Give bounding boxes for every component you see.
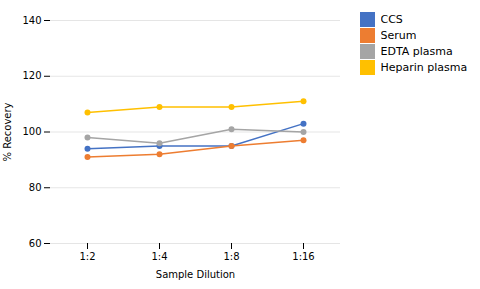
html-text:EDTA plasma: EDTA plasma	[380, 45, 453, 58]
svg-text:1:8: 1:8	[223, 251, 239, 262]
svg-text:100: 100	[22, 126, 41, 137]
html-text:CCS: CCS	[380, 13, 403, 26]
html-text:Heparin plasma: Heparin plasma	[380, 61, 468, 74]
svg-text:Sample Dilution: Sample Dilution	[156, 269, 235, 280]
svg-text:140: 140	[22, 15, 41, 26]
svg-text:1:2: 1:2	[79, 251, 95, 262]
svg-text:80: 80	[29, 182, 42, 193]
svg-text:120: 120	[22, 70, 41, 81]
svg-text:1:16: 1:16	[292, 251, 314, 262]
svg-text:60: 60	[29, 238, 42, 249]
svg-text:1:4: 1:4	[151, 251, 167, 262]
svg-text:% Recovery: % Recovery	[2, 102, 13, 161]
html-text:Serum: Serum	[380, 29, 417, 42]
